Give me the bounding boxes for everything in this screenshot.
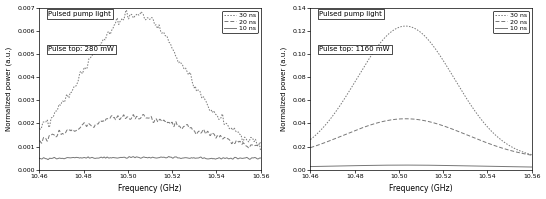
X-axis label: Frequency (GHz): Frequency (GHz)	[389, 184, 453, 193]
Text: Pulsed pump light: Pulsed pump light	[48, 11, 111, 17]
Text: Pulse top: 280 mW: Pulse top: 280 mW	[48, 47, 114, 53]
Text: Pulsed pump light: Pulsed pump light	[319, 11, 382, 17]
Y-axis label: Normalized power (a.u.): Normalized power (a.u.)	[5, 47, 12, 131]
Legend: 30 ns, 20 ns, 10 ns: 30 ns, 20 ns, 10 ns	[222, 11, 258, 33]
Y-axis label: Normalized power (a.u.): Normalized power (a.u.)	[281, 47, 287, 131]
X-axis label: Frequency (GHz): Frequency (GHz)	[118, 184, 182, 193]
Text: Pulse top: 1160 mW: Pulse top: 1160 mW	[319, 47, 390, 53]
Legend: 30 ns, 20 ns, 10 ns: 30 ns, 20 ns, 10 ns	[492, 11, 529, 33]
